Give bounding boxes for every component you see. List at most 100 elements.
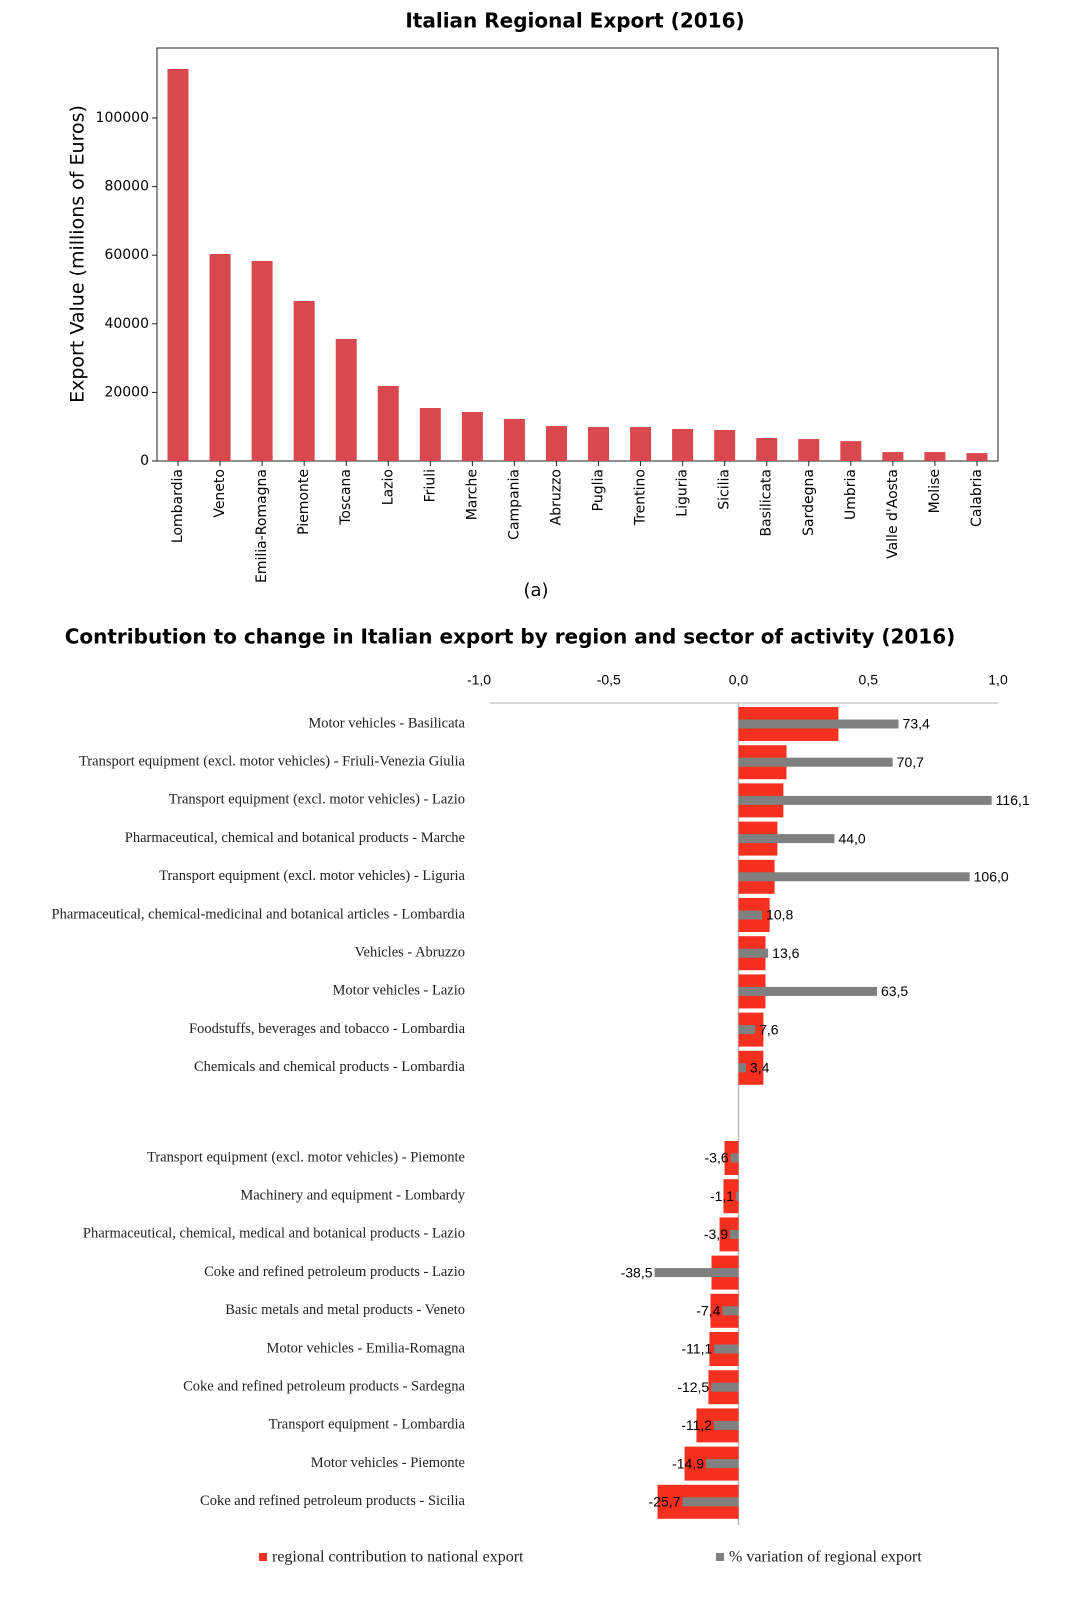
value-label: -12,5 <box>677 1379 709 1395</box>
caption: (a) <box>523 580 548 601</box>
x-tick-label: Abruzzo <box>548 469 564 525</box>
x-tick-label: 1,0 <box>988 672 1008 688</box>
value-label: -11,2 <box>681 1417 712 1433</box>
y-tick-label: 100000 <box>96 110 149 126</box>
x-tick-label: Marche <box>464 469 480 520</box>
category-label: Foodstuffs, beverages and tobacco - Lomb… <box>189 1021 466 1037</box>
y-tick-label: 0 <box>140 453 149 469</box>
bar <box>738 795 992 805</box>
value-label: 116,1 <box>996 792 1030 808</box>
bar <box>882 452 904 461</box>
bar <box>738 872 970 882</box>
value-label: -7,4 <box>696 1303 720 1319</box>
category-label: Vehicles - Abruzzo <box>355 945 465 961</box>
value-label: 73,4 <box>903 716 930 732</box>
bar <box>419 408 441 461</box>
x-tick-label: Emilia-Romagna <box>254 469 270 583</box>
category-label: Motor vehicles - Piemonte <box>311 1455 465 1471</box>
legend-swatch <box>259 1553 267 1561</box>
bar <box>723 1179 739 1214</box>
value-label: 44,0 <box>838 830 865 846</box>
value-label: -1,1 <box>710 1188 734 1204</box>
bar <box>738 757 893 767</box>
y-tick-label: 20000 <box>104 384 149 400</box>
category-label: Transport equipment (excl. motor vehicle… <box>169 792 465 808</box>
bar <box>654 1268 739 1278</box>
category-label: Motor vehicles - Emilia-Romagna <box>266 1340 465 1356</box>
x-tick-label: Lazio <box>380 469 396 505</box>
chart-title: Italian Regional Export (2016) <box>405 9 744 33</box>
bar <box>738 719 899 729</box>
x-tick-label: Veneto <box>212 469 228 518</box>
bar <box>545 426 567 461</box>
bar <box>738 910 763 920</box>
bar <box>167 68 189 462</box>
bar <box>209 253 231 461</box>
value-label: 13,6 <box>772 945 799 961</box>
value-label: -3,9 <box>704 1226 728 1242</box>
bar <box>722 1306 739 1316</box>
bar <box>730 1153 739 1163</box>
bar <box>377 385 399 461</box>
category-label: Pharmaceutical, chemical, medical and bo… <box>83 1226 465 1242</box>
bar <box>738 1063 746 1073</box>
x-tick-label: Trentino <box>633 469 649 526</box>
value-label: 3,4 <box>750 1060 770 1076</box>
x-tick-label: Basilicata <box>759 469 775 537</box>
category-label: Chemicals and chemical products - Lombar… <box>194 1059 466 1075</box>
x-tick-label: -0,5 <box>597 672 621 688</box>
value-label: -3,6 <box>705 1150 729 1166</box>
x-tick-label: Molise <box>927 469 943 513</box>
bar <box>461 411 483 461</box>
y-axis-label: Export Value (millions of Euros) <box>67 105 89 403</box>
value-label: -14,9 <box>672 1455 704 1471</box>
legend-swatch <box>716 1553 724 1561</box>
bar <box>503 419 525 461</box>
category-label: Transport equipment (excl. motor vehicle… <box>159 868 465 884</box>
chart-title: Contribution to change in Italian export… <box>65 625 956 649</box>
category-label: Pharmaceutical, chemical and botanical p… <box>125 830 465 846</box>
x-tick-label: Campania <box>506 469 522 540</box>
category-label: Motor vehicles - Basilicata <box>308 715 465 731</box>
x-tick-label: Valle d'Aosta <box>885 469 901 559</box>
y-tick-label: 60000 <box>104 247 149 263</box>
value-label: -25,7 <box>649 1494 681 1510</box>
bar <box>756 438 778 461</box>
bar <box>736 1191 739 1201</box>
value-label: 7,6 <box>759 1021 779 1037</box>
legend-label: regional contribution to national export <box>272 1549 524 1566</box>
x-tick-label: Liguria <box>675 469 691 517</box>
x-tick-label: 0,5 <box>859 672 879 688</box>
value-label: 70,7 <box>897 754 924 770</box>
bar <box>924 452 946 461</box>
bar <box>714 429 736 461</box>
bar <box>711 1382 739 1392</box>
category-label: Transport equipment (excl. motor vehicle… <box>147 1149 465 1165</box>
bar <box>251 261 273 461</box>
bar <box>588 427 610 461</box>
x-tick-label: Sardegna <box>801 469 817 536</box>
legend-label: % variation of regional export <box>729 1549 922 1566</box>
x-tick-label: Puglia <box>591 469 607 511</box>
bar <box>738 948 769 958</box>
bar <box>719 1217 739 1252</box>
bar <box>840 441 862 461</box>
category-label: Basic metals and metal products - Veneto <box>225 1302 465 1318</box>
bar <box>738 986 877 996</box>
value-label: -11,1 <box>681 1341 712 1357</box>
y-tick-label: 80000 <box>104 179 149 195</box>
x-tick-label: -1,0 <box>467 672 491 688</box>
category-label: Coke and refined petroleum products - Si… <box>200 1493 466 1509</box>
x-tick-label: Sicilia <box>717 469 733 510</box>
category-label: Transport equipment - Lombardia <box>269 1417 466 1433</box>
category-label: Transport equipment (excl. motor vehicle… <box>79 754 466 770</box>
x-tick-label: Umbria <box>843 469 859 520</box>
category-label: Motor vehicles - Lazio <box>333 983 465 999</box>
value-label: 63,5 <box>881 983 908 999</box>
x-tick-label: Friuli <box>422 469 438 502</box>
bar <box>966 453 988 461</box>
bar <box>293 300 315 461</box>
x-tick-label: 0,0 <box>729 672 749 688</box>
bar <box>738 834 835 844</box>
